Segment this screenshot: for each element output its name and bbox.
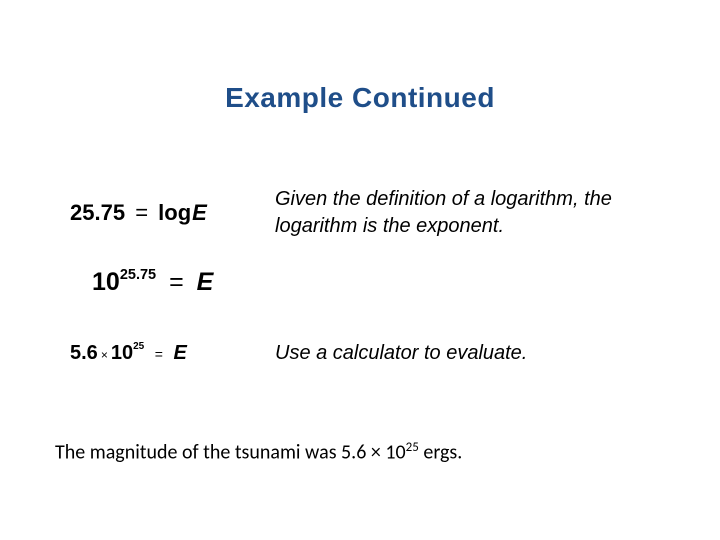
conclusion-suffix: ergs. <box>419 441 462 465</box>
conclusion-prefix: The magnitude of the tsunami was 5.6 <box>55 441 371 465</box>
step-1: 25.75 = logE Given the definition of a l… <box>70 186 655 240</box>
equation-1: 25.75 = logE <box>70 200 275 226</box>
note-3: Use a calculator to evaluate. <box>275 340 655 367</box>
eq3-var: E <box>174 342 187 364</box>
eq3-base: 10 <box>111 342 133 364</box>
equation-2: 1025.75 = E <box>70 268 275 297</box>
equation-3: 5.6×1025 = E <box>70 342 275 365</box>
eq2-exp: 25.75 <box>120 267 156 283</box>
eq1-lhs: 25.75 <box>70 200 125 225</box>
step-2: 1025.75 = E <box>70 268 275 297</box>
conclusion: The magnitude of the tsunami was 5.6 × 1… <box>55 440 462 465</box>
eq3-exp: 25 <box>133 341 144 352</box>
eq3-coef: 5.6 <box>70 342 98 364</box>
eq3-eq: = <box>150 346 168 362</box>
conclusion-exp: 25 <box>406 440 419 455</box>
page-title: Example Continued <box>0 82 720 114</box>
eq2-eq: = <box>163 268 190 296</box>
eq1-op: = <box>131 200 152 225</box>
conclusion-mul: × <box>371 441 381 465</box>
eq3-mul: × <box>98 348 111 362</box>
note-1: Given the definition of a logarithm, the… <box>275 186 655 240</box>
eq2-var: E <box>197 268 214 296</box>
step-3: 5.6×1025 = E Use a calculator to evaluat… <box>70 340 655 367</box>
eq1-var: E <box>191 200 207 225</box>
eq2-base: 10 <box>92 268 120 296</box>
eq1-log: log <box>158 200 191 225</box>
conclusion-base: 10 <box>381 441 406 465</box>
